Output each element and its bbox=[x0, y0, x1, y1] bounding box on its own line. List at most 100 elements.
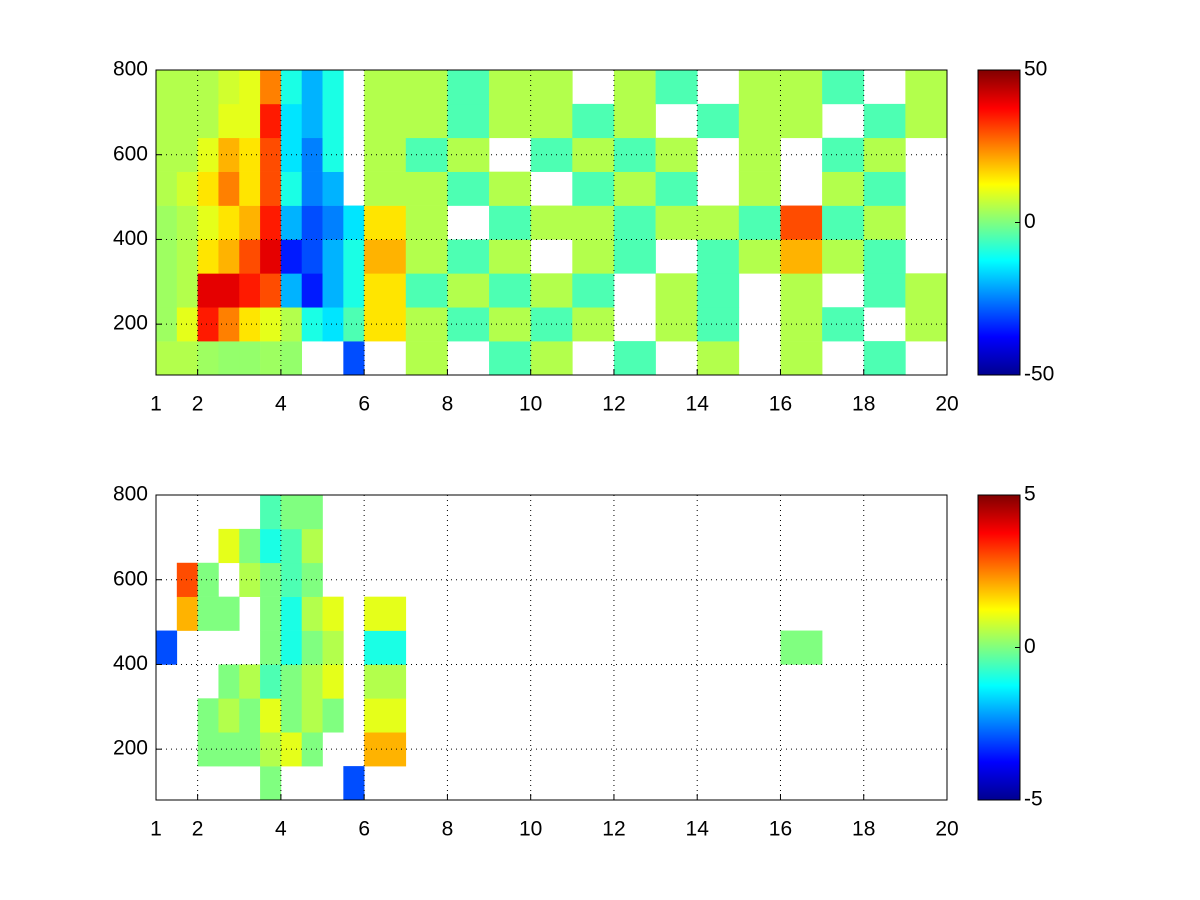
heat-cell bbox=[738, 171, 781, 206]
heat-cell bbox=[863, 103, 906, 139]
heat-cell bbox=[280, 630, 303, 665]
x-tick-label: 6 bbox=[358, 393, 370, 416]
heat-cell bbox=[218, 698, 240, 733]
heat-cell bbox=[260, 70, 282, 105]
heat-cell bbox=[822, 205, 865, 240]
heat-cell bbox=[260, 205, 282, 240]
heat-cell bbox=[260, 239, 282, 274]
heat-cell bbox=[322, 596, 344, 631]
colorbar-tick-label: 0 bbox=[1024, 210, 1036, 233]
heat-cell bbox=[239, 698, 261, 733]
y-tick-label: 200 bbox=[113, 312, 148, 335]
heat-cell bbox=[280, 664, 303, 699]
heat-cell bbox=[489, 341, 531, 376]
heat-cell bbox=[239, 528, 261, 564]
heat-cell bbox=[239, 205, 261, 240]
heat-cell bbox=[364, 664, 407, 699]
heat-cell bbox=[822, 171, 865, 206]
heat-cell bbox=[738, 103, 781, 139]
heat-cell bbox=[301, 596, 323, 631]
x-tick-label: 8 bbox=[442, 818, 454, 841]
heat-cell bbox=[322, 239, 344, 274]
heat-cell bbox=[780, 205, 823, 240]
heat-cell bbox=[197, 137, 219, 172]
heat-cell bbox=[301, 528, 323, 564]
heat-cell bbox=[301, 273, 323, 308]
heat-cell bbox=[489, 307, 531, 342]
heat-cell bbox=[301, 664, 323, 699]
heat-cell bbox=[301, 630, 323, 665]
heat-cell bbox=[218, 137, 240, 172]
heat-cell bbox=[738, 239, 781, 274]
heat-cell bbox=[489, 70, 531, 105]
heat-cell bbox=[260, 273, 282, 308]
heat-cell bbox=[197, 341, 219, 376]
x-tick-label: 2 bbox=[192, 393, 204, 416]
heat-cell bbox=[156, 171, 178, 206]
heat-cell bbox=[738, 70, 781, 105]
axes-frame bbox=[155, 494, 948, 801]
y-tick-label: 600 bbox=[113, 567, 148, 590]
heat-cell bbox=[780, 103, 823, 139]
heat-cell bbox=[301, 239, 323, 274]
heat-cell bbox=[572, 273, 615, 308]
heat-cell bbox=[260, 341, 282, 376]
heat-cell bbox=[322, 103, 344, 139]
x-tick-label: 2 bbox=[192, 818, 204, 841]
heat-cell bbox=[280, 528, 303, 564]
heat-cell bbox=[176, 137, 198, 172]
colorbar-tick-label: -50 bbox=[1024, 363, 1054, 386]
heat-cell bbox=[239, 562, 261, 597]
heat-cell bbox=[301, 307, 323, 342]
heat-cell bbox=[863, 171, 906, 206]
heat-cell bbox=[197, 205, 219, 240]
axes-frame bbox=[155, 69, 948, 376]
heat-cell bbox=[613, 341, 656, 376]
heat-cell bbox=[301, 103, 323, 139]
heat-cell bbox=[613, 239, 656, 274]
heat-cell bbox=[322, 630, 344, 665]
heat-cell bbox=[905, 103, 948, 139]
heat-cell bbox=[218, 70, 240, 105]
heat-cell bbox=[260, 732, 282, 767]
heat-cell bbox=[322, 273, 344, 308]
heat-cell bbox=[218, 596, 240, 631]
x-tick-label: 20 bbox=[935, 393, 958, 416]
heat-cell bbox=[364, 70, 407, 105]
heat-cell bbox=[613, 171, 656, 206]
heat-cell bbox=[613, 70, 656, 105]
heat-cell bbox=[655, 70, 698, 105]
heat-cell bbox=[405, 341, 448, 376]
colorbar-tick-label: -5 bbox=[1024, 788, 1043, 811]
y-tick-label: 400 bbox=[113, 227, 148, 250]
heat-cell bbox=[239, 171, 261, 206]
heat-cell bbox=[613, 103, 656, 139]
heat-cell bbox=[176, 239, 198, 274]
heat-cell bbox=[280, 698, 303, 733]
heat-cell bbox=[343, 766, 365, 801]
x-tick-label: 6 bbox=[358, 818, 370, 841]
heat-cell bbox=[280, 70, 303, 105]
heat-cell bbox=[405, 239, 448, 274]
heat-cell bbox=[364, 698, 407, 733]
heat-cell bbox=[301, 171, 323, 206]
heat-cell bbox=[301, 137, 323, 172]
heat-cell bbox=[260, 307, 282, 342]
heat-cell bbox=[280, 341, 303, 376]
heat-cell bbox=[364, 273, 407, 308]
heat-cell bbox=[822, 70, 865, 105]
colorbar-tick-label: 5 bbox=[1024, 483, 1036, 506]
heat-cell bbox=[697, 103, 740, 139]
heat-cell bbox=[280, 273, 303, 308]
heat-cell bbox=[572, 137, 615, 172]
heat-cell bbox=[218, 664, 240, 699]
heat-cell bbox=[156, 630, 178, 665]
heat-cell bbox=[280, 495, 303, 530]
x-tick-label: 14 bbox=[686, 818, 710, 841]
heat-cell bbox=[176, 70, 198, 105]
heat-cell bbox=[239, 732, 261, 767]
x-tick-label: 10 bbox=[519, 818, 542, 841]
heat-cell bbox=[239, 137, 261, 172]
heat-cell bbox=[447, 307, 490, 342]
heat-cell bbox=[239, 70, 261, 105]
